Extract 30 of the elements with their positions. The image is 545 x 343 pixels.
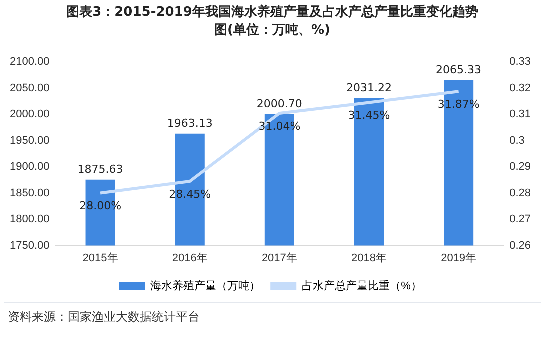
y2-tick-label: 0.26 [510,240,532,252]
y-tick-label: 1800.00 [10,214,50,226]
data-label: 2000.70 [256,98,302,111]
text: 资料来源：国家渔业大数据统计平台 [4,302,541,332]
data-label: 1963.13 [167,117,213,130]
x-tick-label: 2015年 [82,252,118,264]
y-tick-label: 1900.00 [10,161,50,174]
data-label: 1875.63 [78,163,124,176]
x-tick-label: 2018年 [352,252,387,264]
y2-tick-label: 0.3 [510,134,525,147]
y2-tick-label: 0.31 [510,108,532,121]
legend-label: 占水产总产量比重（%） [302,280,422,293]
chart-title: 图表3：2015-2019年我国海水养殖产量及占水产总产量比重变化趋势图(单位：万吨、%) [66,4,480,40]
data-label: 2031.22 [346,81,392,94]
y2-tick-label: 0.29 [510,161,532,174]
y2-tick-label: 0.28 [510,187,532,200]
y-tick-label: 2050.00 [10,82,50,94]
y-tick-label: 2100.00 [10,56,50,68]
y-tick-label: 1950.00 [10,134,50,147]
x-tick-label: 2017年 [262,252,298,264]
y-tick-label: 1750.00 [10,240,50,252]
y2-tick-label: 0.33 [510,56,532,68]
y2-tick-label: 0.32 [510,82,532,94]
x-tick-label: 2019年 [441,252,477,264]
legend-label: 海水养殖产量（万吨） [150,280,261,293]
data-label: 2065.33 [436,64,482,77]
y-tick-label: 2000.00 [10,108,50,121]
y-tick-label: 1850.00 [10,187,50,200]
y2-tick-label: 0.27 [510,214,532,226]
x-tick-label: 2016年 [172,252,208,264]
